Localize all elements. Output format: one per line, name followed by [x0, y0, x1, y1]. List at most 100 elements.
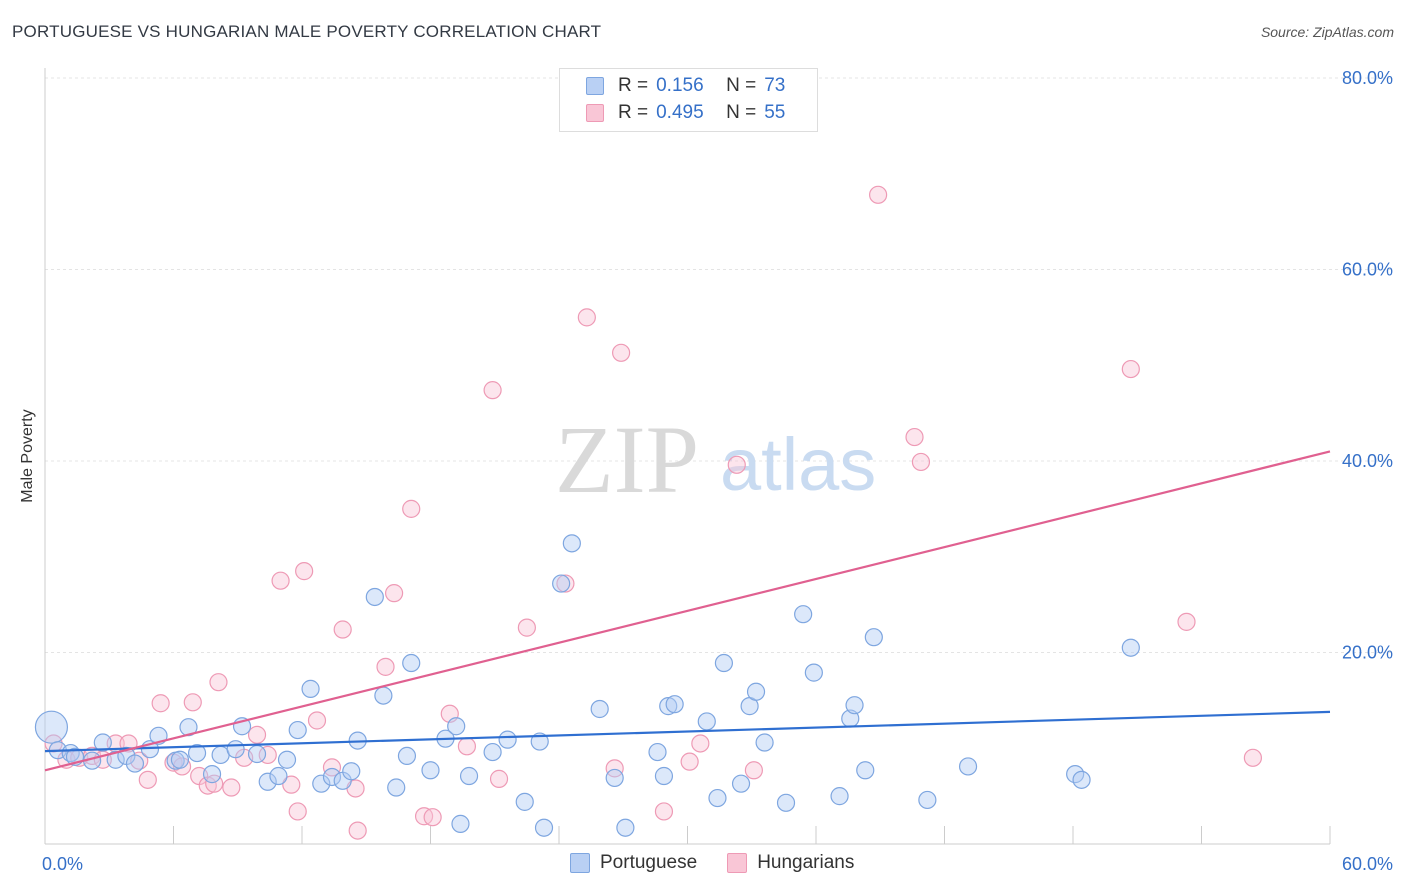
hungarians-point-30 — [376, 657, 395, 676]
trend-lines — [44, 450, 1331, 772]
portuguese-point-72 — [1072, 770, 1091, 789]
hungarians-point-47 — [727, 455, 746, 474]
y-tick-label-0: 20.0% — [1342, 643, 1393, 663]
hungarians-point-53 — [1177, 612, 1196, 631]
portuguese-point-6 — [106, 750, 125, 769]
hungarians-point-16 — [209, 673, 228, 692]
portuguese-point-69 — [918, 790, 937, 810]
x-tick-label-end: 60.0% — [1342, 854, 1393, 874]
source-label: Source: ZipAtlas.com — [1260, 24, 1394, 40]
portuguese-point-31 — [374, 686, 393, 705]
r-value: 0.495 — [656, 102, 704, 123]
hungarians-point-52 — [1121, 359, 1140, 379]
hungarians-point-31 — [384, 584, 404, 603]
axes — [44, 68, 1331, 845]
portuguese-point-14 — [187, 743, 207, 763]
portuguese-point-24 — [301, 679, 320, 698]
portuguese-point-68 — [864, 628, 883, 647]
hungarians-point-38 — [489, 769, 509, 788]
portuguese-point-54 — [697, 712, 716, 731]
portuguese-point-40 — [483, 742, 502, 762]
hungarians-point-19 — [247, 725, 267, 744]
hungarians-point-37 — [483, 381, 502, 400]
hungarians-trend-line — [44, 450, 1331, 772]
hungarians-points — [44, 185, 1263, 840]
x-tick-label-start: 0.0% — [42, 854, 83, 874]
y-tick-label-3: 80.0% — [1342, 68, 1393, 88]
hungarians-point-17 — [222, 778, 241, 797]
hungarians-point-45 — [680, 752, 699, 771]
portuguese-point-34 — [402, 653, 421, 673]
hungarians-point-48 — [744, 761, 763, 780]
portuguese-point-38 — [451, 814, 470, 833]
portuguese-point-28 — [342, 762, 361, 781]
hungarians-point-49 — [869, 185, 888, 204]
portuguese-point-33 — [397, 746, 417, 766]
portuguese-point-8 — [125, 754, 145, 773]
stats-legend: R = 0.156 N = 73 R = 0.495 N = 55 — [559, 68, 818, 132]
portuguese-point-19 — [247, 744, 267, 764]
portuguese-points — [34, 534, 1140, 837]
portuguese-point-37 — [447, 717, 466, 736]
n-label: N = — [726, 75, 757, 96]
portuguese-point-20 — [258, 772, 277, 791]
portuguese-point-5 — [93, 733, 112, 752]
hungarians-swatch — [586, 104, 604, 122]
portuguese-point-70 — [958, 757, 978, 776]
watermark-atlas: atlas — [720, 423, 876, 506]
hungarians-point-44 — [654, 802, 674, 821]
chart-title: PORTUGUESE VS HUNGARIAN MALE POVERTY COR… — [12, 22, 602, 41]
hungarians-point-42 — [605, 759, 624, 778]
hungarians-point-29 — [348, 821, 367, 840]
n-value: 55 — [764, 102, 786, 123]
hungarians-point-27 — [333, 620, 352, 639]
hungarians-point-9 — [151, 694, 170, 713]
portuguese-point-63 — [804, 663, 823, 682]
hungarians-swatch — [727, 853, 748, 873]
portuguese-point-46 — [562, 534, 581, 553]
hungarians-point-51 — [911, 452, 931, 472]
legend-label-hungarians: Hungarians — [757, 852, 855, 873]
hungarians-point-41 — [577, 308, 596, 327]
portuguese-point-60 — [755, 733, 774, 752]
watermark-zip: ZIP — [555, 406, 699, 513]
hungarians-point-46 — [691, 734, 710, 753]
legend-item-hungarians[interactable]: Hungarians — [727, 852, 854, 874]
legend-item-portuguese[interactable]: Portuguese — [570, 852, 697, 874]
portuguese-point-0 — [34, 710, 69, 744]
portuguese-point-59 — [746, 682, 766, 701]
hungarians-point-39 — [517, 618, 536, 637]
portuguese-point-56 — [714, 653, 734, 673]
hungarians-point-14 — [198, 776, 217, 795]
portuguese-point-47 — [590, 699, 609, 719]
y-tick-label-1: 40.0% — [1342, 451, 1393, 471]
hungarians-point-12 — [183, 693, 202, 712]
series-legend: Portuguese Hungarians — [570, 852, 884, 874]
tick-labels: 20.0% 40.0% 60.0% 80.0% 0.0% 60.0% — [42, 68, 1393, 874]
portuguese-point-22 — [277, 750, 297, 769]
hungarians-point-34 — [423, 808, 442, 827]
portuguese-point-39 — [459, 766, 479, 786]
portuguese-point-61 — [776, 793, 796, 812]
portuguese-swatch — [570, 853, 590, 873]
hungarians-point-26 — [322, 758, 342, 777]
portuguese-point-57 — [731, 774, 751, 793]
portuguese-point-25 — [312, 774, 331, 793]
portuguese-trend-line — [44, 710, 1331, 753]
portuguese-point-66 — [845, 696, 864, 715]
r-label: R = — [618, 102, 649, 123]
hungarians-point-22 — [282, 775, 301, 794]
portuguese-point-55 — [708, 788, 727, 808]
portuguese-point-43 — [530, 732, 549, 751]
legend-label-portuguese: Portuguese — [600, 852, 698, 873]
portuguese-point-49 — [616, 818, 635, 837]
grid-lines — [45, 77, 1392, 653]
y-tick-label-2: 60.0% — [1342, 260, 1393, 280]
portuguese-point-50 — [648, 742, 667, 762]
portuguese-point-23 — [288, 720, 307, 740]
portuguese-point-51 — [654, 766, 674, 786]
portuguese-point-21 — [269, 766, 288, 786]
hungarians-point-50 — [905, 427, 924, 447]
portuguese-swatch — [586, 77, 604, 95]
portuguese-point-52 — [659, 697, 678, 716]
